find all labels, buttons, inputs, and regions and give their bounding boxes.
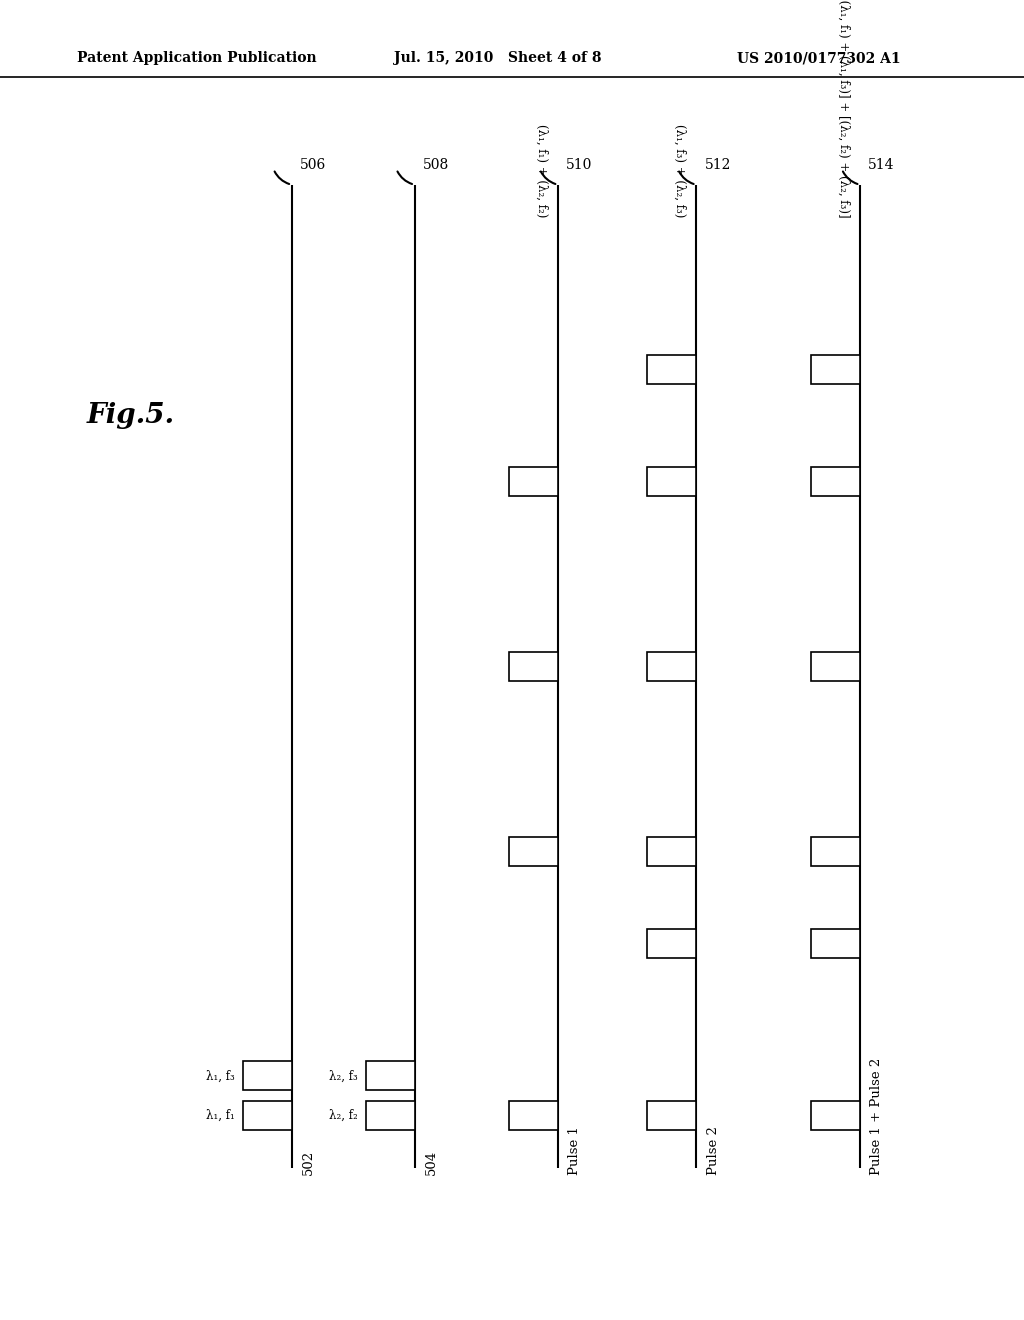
Text: 514: 514 <box>868 157 895 172</box>
Bar <box>811 355 860 384</box>
Bar <box>647 355 696 384</box>
Bar <box>509 837 558 866</box>
Bar <box>509 1101 558 1130</box>
Text: 508: 508 <box>423 157 450 172</box>
Bar <box>647 1101 696 1130</box>
Text: Fig.5.: Fig.5. <box>87 403 175 429</box>
Text: (λ₁, f₁) + (λ₂, f₂): (λ₁, f₁) + (λ₂, f₂) <box>535 124 548 218</box>
Text: λ₂, f₂: λ₂, f₂ <box>329 1109 357 1122</box>
Bar <box>811 467 860 496</box>
Text: Jul. 15, 2010   Sheet 4 of 8: Jul. 15, 2010 Sheet 4 of 8 <box>394 51 602 65</box>
Bar <box>811 1101 860 1130</box>
Text: [(λ₁, f₁) + (λ₁, f₃)] + [(λ₂, f₂) + (λ₂, f₃)]: [(λ₁, f₁) + (λ₁, f₃)] + [(λ₂, f₂) + (λ₂,… <box>837 0 850 218</box>
Text: 510: 510 <box>566 157 593 172</box>
Bar <box>509 467 558 496</box>
Bar <box>647 929 696 958</box>
Bar <box>811 652 860 681</box>
Text: (λ₁, f₃) + (λ₂, f₃): (λ₁, f₃) + (λ₂, f₃) <box>673 124 686 218</box>
Bar <box>647 652 696 681</box>
Text: λ₁, f₃: λ₁, f₃ <box>206 1069 234 1082</box>
Bar <box>811 837 860 866</box>
Bar <box>647 467 696 496</box>
Text: λ₂, f₃: λ₂, f₃ <box>329 1069 357 1082</box>
Text: Patent Application Publication: Patent Application Publication <box>77 51 316 65</box>
Text: 506: 506 <box>300 157 327 172</box>
Bar <box>366 1061 415 1090</box>
Text: λ₁, f₁: λ₁, f₁ <box>206 1109 234 1122</box>
Bar <box>243 1101 292 1130</box>
Text: Pulse 2: Pulse 2 <box>707 1126 720 1175</box>
Text: Pulse 1: Pulse 1 <box>568 1126 582 1175</box>
Text: 512: 512 <box>705 157 731 172</box>
Bar <box>509 652 558 681</box>
Text: US 2010/0177302 A1: US 2010/0177302 A1 <box>737 51 901 65</box>
Text: 502: 502 <box>302 1150 315 1175</box>
Bar <box>811 929 860 958</box>
Text: 504: 504 <box>425 1150 438 1175</box>
Text: Pulse 1 + Pulse 2: Pulse 1 + Pulse 2 <box>870 1057 884 1175</box>
Bar <box>243 1061 292 1090</box>
Bar <box>366 1101 415 1130</box>
Bar <box>647 837 696 866</box>
